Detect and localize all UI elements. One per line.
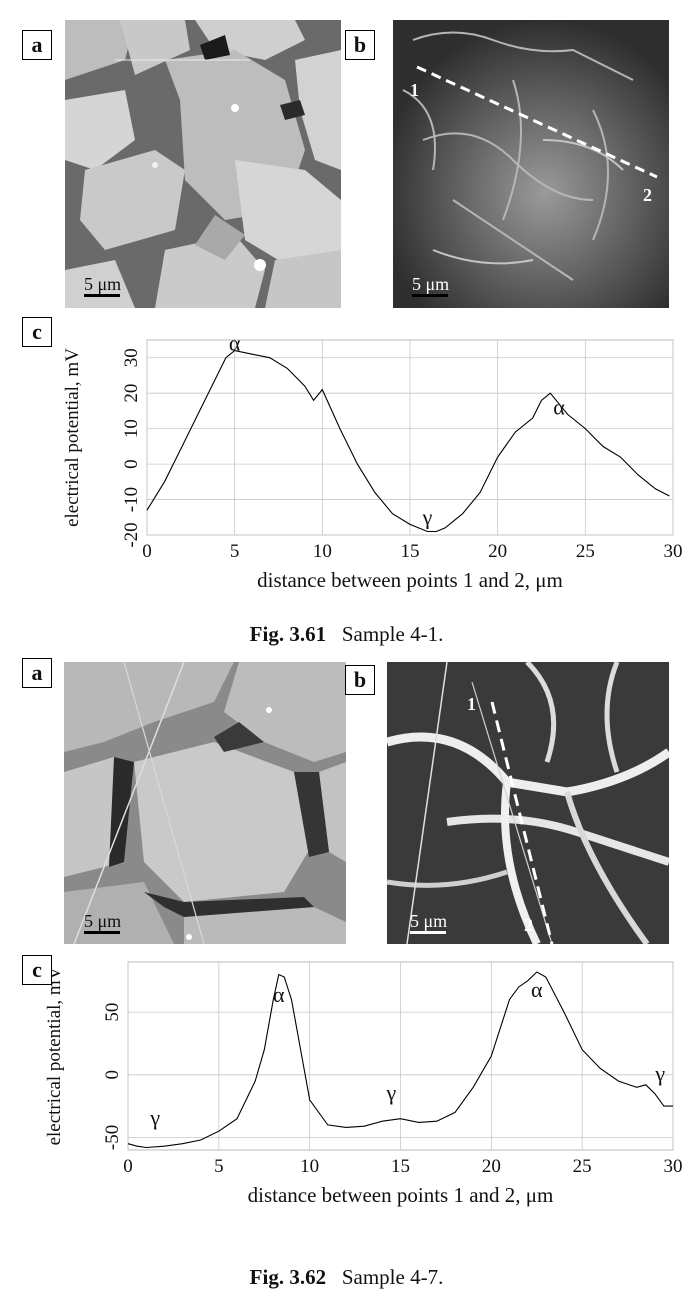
y-tick-label: 20 xyxy=(121,384,142,403)
x-tick-label: 10 xyxy=(300,1156,319,1177)
x-tick-label: 20 xyxy=(482,1156,501,1177)
phase-annotation: γ xyxy=(149,1105,160,1130)
y-tick-label: -50 xyxy=(102,1125,123,1150)
y-tick-label: 0 xyxy=(102,1070,123,1080)
phase-annotation: γ xyxy=(422,504,433,529)
x-tick-label: 15 xyxy=(401,541,420,562)
y-axis-label: electrical potential, mV xyxy=(62,348,83,527)
x-tick-label: 5 xyxy=(230,541,240,562)
x-tick-label: 25 xyxy=(573,1156,592,1177)
series-line xyxy=(127,971,673,1149)
y-tick-label: -10 xyxy=(121,487,142,512)
figure-caption-text: Sample 4-1. xyxy=(341,622,444,646)
x-tick-label: 10 xyxy=(313,541,332,562)
panel-label-c: c xyxy=(22,317,52,347)
line-point-2: 2 xyxy=(524,915,533,935)
sem-image-a xyxy=(64,662,346,944)
y-axis-label: electrical potential, mV xyxy=(44,966,65,1145)
x-tick-label: 20 xyxy=(488,541,507,562)
scale-bar-b-label: 5 μm xyxy=(410,911,448,931)
panel-label-b: b xyxy=(345,665,375,695)
scale-bar-b: 5 μm xyxy=(410,912,447,934)
x-tick-label: 30 xyxy=(664,1156,683,1177)
panel-label-a: a xyxy=(22,658,52,688)
figure-caption: Fig. 3.62 Sample 4-7. xyxy=(0,1265,693,1290)
scale-bar-b: 5 μm xyxy=(412,275,449,297)
x-tick-label: 0 xyxy=(123,1156,133,1177)
line-point-1: 1 xyxy=(410,80,419,100)
y-tick-label: -20 xyxy=(121,522,142,547)
scale-bar-a-line xyxy=(84,294,120,297)
phase-annotation: α xyxy=(553,394,565,419)
figure-caption: Fig. 3.61 Sample 4-1. xyxy=(0,622,693,647)
potential-map-b xyxy=(393,20,669,308)
phase-annotation: γ xyxy=(654,1061,665,1086)
scale-bar-a: 5 μm xyxy=(84,275,121,297)
scale-bar-b-line xyxy=(410,931,446,934)
y-tick-label: 0 xyxy=(121,459,142,469)
phase-annotation: γ xyxy=(386,1080,397,1105)
x-axis-label: distance between points 1 and 2, μm xyxy=(257,568,563,592)
figure-number: Fig. 3.62 xyxy=(249,1265,327,1289)
scale-bar-a-label: 5 μm xyxy=(84,274,122,294)
line-point-2: 2 xyxy=(643,185,652,205)
line-point-1: 1 xyxy=(467,694,476,714)
x-tick-label: 30 xyxy=(664,541,683,562)
y-tick-label: 50 xyxy=(102,1003,123,1022)
figure-number: Fig. 3.61 xyxy=(249,622,327,646)
scale-bar-b-label: 5 μm xyxy=(412,274,450,294)
x-tick-label: 15 xyxy=(391,1156,410,1177)
phase-annotation: α xyxy=(273,982,285,1007)
scale-bar-a-line xyxy=(84,931,120,934)
potential-map-b xyxy=(387,662,669,944)
x-tick-label: 0 xyxy=(142,541,152,562)
x-tick-label: 25 xyxy=(576,541,595,562)
panel-label-b: b xyxy=(345,30,375,60)
panel-label-c: c xyxy=(22,955,52,985)
phase-annotation: α xyxy=(531,977,543,1002)
scale-bar-a: 5 μm xyxy=(84,912,121,934)
figure-caption-text: Sample 4-7. xyxy=(341,1265,444,1289)
scale-bar-a-label: 5 μm xyxy=(84,911,122,931)
x-tick-label: 5 xyxy=(214,1156,224,1177)
scale-bar-b-line xyxy=(412,294,448,297)
series-line xyxy=(146,350,670,533)
panel-label-a: a xyxy=(22,30,52,60)
potential-profile-chart: 0 5 10 15 20 25 30 -20 -10 0 10 20 30 distance betwee… xyxy=(62,331,683,592)
y-tick-label: 10 xyxy=(121,419,142,438)
y-tick-label: 30 xyxy=(121,348,142,367)
phase-annotation: α xyxy=(229,331,241,356)
x-axis-label: distance between points 1 and 2, μm xyxy=(248,1183,554,1207)
sem-image-a xyxy=(65,20,341,308)
